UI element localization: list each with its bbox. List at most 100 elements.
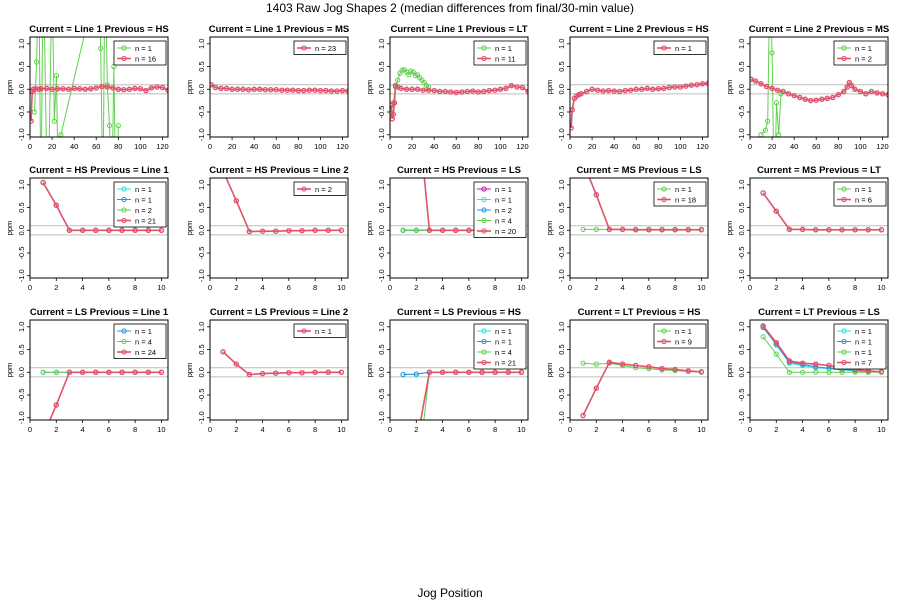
legend-label: n = 1 [135,196,152,205]
data-point [519,84,526,91]
data-point [570,125,574,131]
y-tick-label: -1.0 [17,411,26,424]
data-point [339,87,346,94]
series-line [42,182,162,232]
legend-label: n = 1 [495,327,512,336]
x-tick-label: 0 [388,142,392,151]
x-tick-label: 100 [134,142,147,151]
data-point [267,86,274,93]
data-point [594,87,601,93]
data-point [245,86,252,93]
data-point [251,86,257,93]
x-tick-label: 8 [133,425,137,434]
x-tick-label: 20 [48,142,56,151]
y-tick-label: 0.0 [17,225,26,235]
data-point [106,369,112,376]
series-line [222,351,342,376]
legend-swatch-point [841,328,847,334]
data-point [137,86,144,92]
x-tick-label: 40 [430,142,438,151]
x-tick-label: 6 [827,283,831,292]
x-tick-label: 0 [388,425,392,434]
panel-title: Current = MS Previous = LS [576,165,701,176]
data-point [233,197,240,204]
x-tick-label: 80 [294,142,302,151]
y-tick-label: -0.5 [557,247,566,260]
data-point [272,228,279,234]
legend-swatch-point [481,338,487,345]
plot-area [760,323,885,375]
legend-swatch-point [301,45,307,51]
plot-area [580,178,705,233]
data-point [40,369,46,375]
x-tick-label: 0 [208,283,212,292]
y-tick-label: -1.0 [377,411,386,424]
legend-label: n = 20 [495,227,516,236]
x-tick-label: 60 [272,142,280,151]
x-tick-label: 40 [250,142,258,151]
series-line [33,37,119,137]
legend-label: n = 2 [315,185,332,194]
y-tick-label: 1.0 [737,39,746,49]
legend-label: n = 1 [495,185,512,194]
legend-box [473,40,527,66]
data-point [317,87,324,94]
data-point [273,86,279,93]
data-point [492,369,498,376]
data-point [338,369,345,376]
legend-label: n = 7 [855,359,872,368]
data-point [514,84,520,90]
y-tick-label: 0.5 [197,344,206,354]
data-point [426,84,432,90]
data-point [774,87,781,93]
y-tick-label: 0.5 [737,202,746,212]
legend-label: n = 1 [495,338,512,347]
y-tick-label: -1.0 [737,269,746,282]
data-point [848,82,855,89]
legend-swatch-point [301,186,307,192]
data-point [580,360,586,366]
x-tick-label: 0 [208,142,212,151]
data-point [436,88,443,95]
data-point [66,369,73,376]
x-tick-label: 40 [790,142,798,151]
data-point [104,84,111,90]
data-point [452,369,459,376]
x-tick-label: 10 [337,283,345,292]
y-tick-label: 0.0 [377,225,386,235]
data-point [43,85,50,92]
x-tick-label: 20 [768,142,776,151]
data-point [233,361,240,367]
y-tick-label: -1.0 [197,269,206,282]
data-point [760,190,766,196]
x-tick-label: 2 [774,425,778,434]
data-point [672,84,678,90]
legend-swatch-point [841,359,847,366]
plot-area [210,81,348,94]
y-tick-label: -0.5 [17,389,26,402]
data-point [839,227,845,233]
legend-box [293,323,347,338]
x-tick-label: 2 [594,283,598,292]
plot-frame [749,177,889,279]
data-point [698,227,705,233]
data-point [497,86,504,93]
legend-swatch-point [481,349,487,355]
data-point [486,87,493,94]
y-tick-label: 1.0 [737,180,746,190]
data-point [145,227,152,234]
x-axis-label: Jog Position [417,586,483,600]
legend-label: n = 24 [135,348,156,357]
y-tick-label: 0.5 [17,61,26,71]
data-point [479,369,485,376]
x-tick-label: 0 [388,283,392,292]
y-tick-label: 0.0 [197,84,206,94]
data-point [306,87,313,93]
data-point [835,91,842,98]
y-tick-label: -1.0 [17,128,26,141]
data-point [414,443,418,447]
series-line [762,325,882,373]
data-point [299,227,305,234]
x-tick-label: 8 [313,283,317,292]
data-point [826,227,832,233]
